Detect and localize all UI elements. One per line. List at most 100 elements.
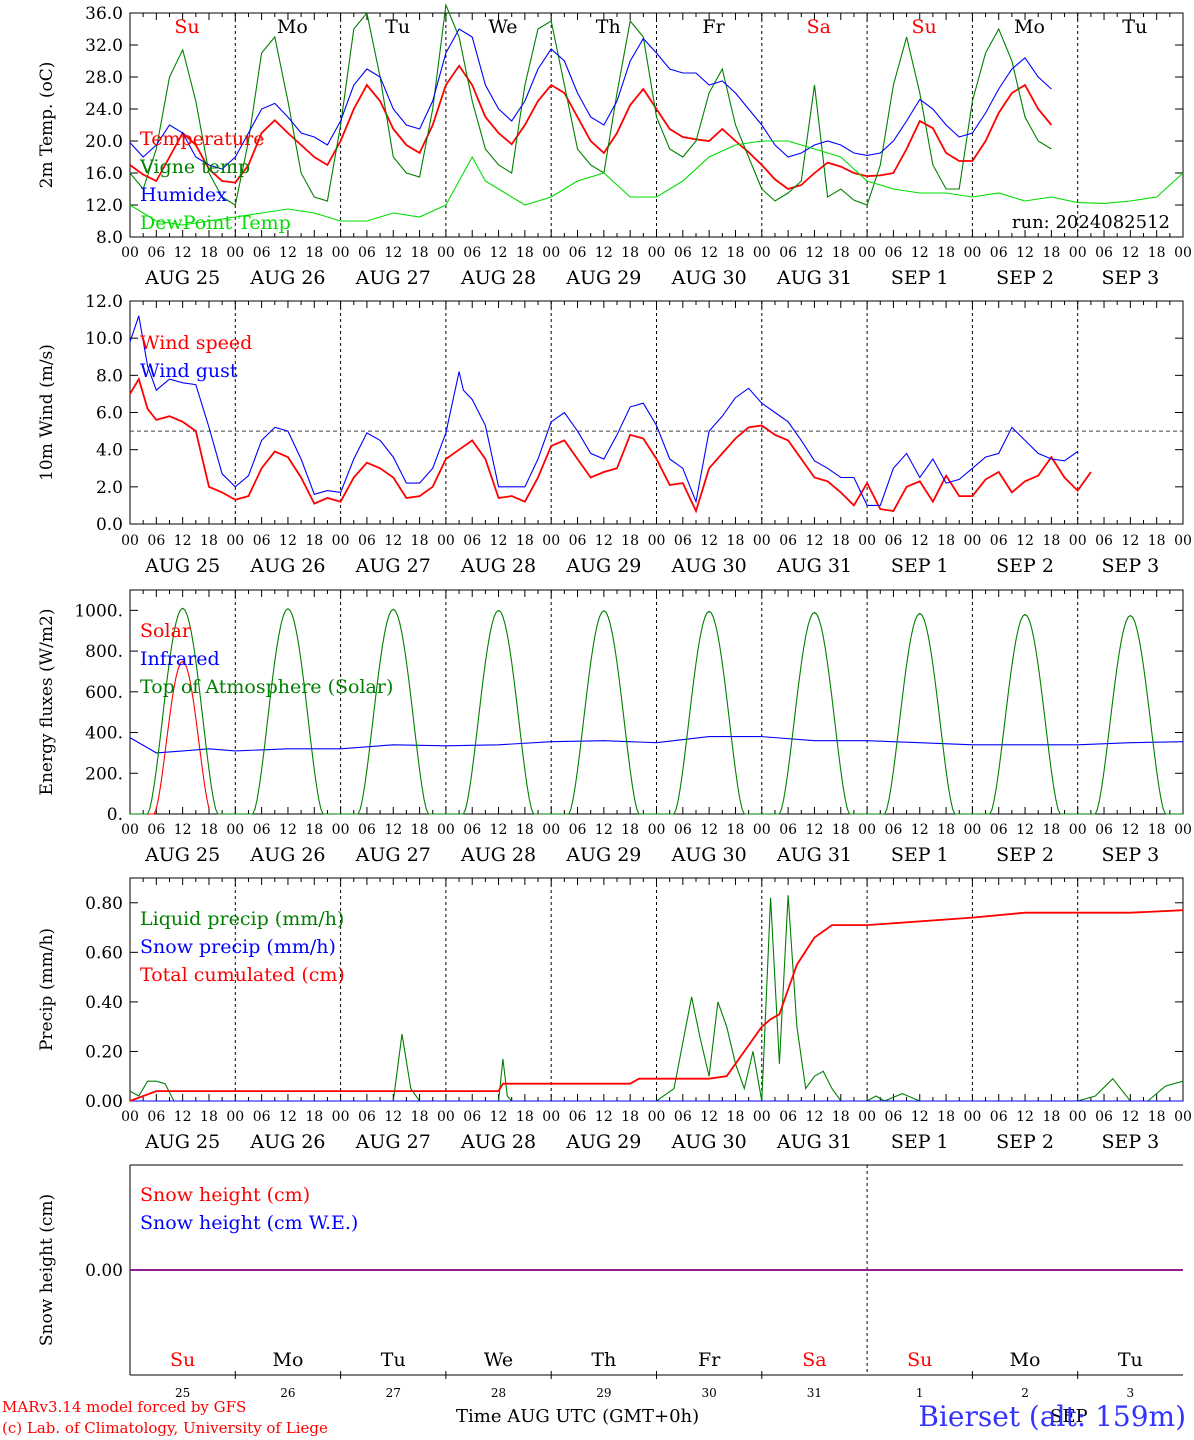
hour-tick-label: 12 <box>1016 1109 1034 1125</box>
legend-entry: Wind gust <box>140 360 238 382</box>
hour-tick-label: 18 <box>1042 533 1060 549</box>
date-label: AUG 31 <box>776 267 852 289</box>
hour-tick-label: 18 <box>411 822 429 838</box>
panel-wind <box>129 300 1184 525</box>
day-abbr: Tu <box>385 16 410 38</box>
hour-tick-label: 18 <box>200 533 218 549</box>
hour-tick-label: 12 <box>384 245 402 261</box>
y-tick-label: 24.0 <box>85 100 123 120</box>
date-label: AUG 30 <box>671 1131 747 1153</box>
hour-tick-label: 18 <box>621 245 639 261</box>
day-abbr: Su <box>912 16 937 38</box>
hour-tick-label: 06 <box>463 1109 481 1125</box>
y-axis-label: Energy fluxes (W/m2) <box>37 609 57 796</box>
y-tick-label: 0.20 <box>85 1042 123 1062</box>
hour-tick-label: 06 <box>147 245 165 261</box>
hour-tick-label: 06 <box>253 1109 271 1125</box>
hour-tick-label: 00 <box>648 822 666 838</box>
hour-tick-label: 06 <box>463 822 481 838</box>
day-abbr: Th <box>591 1349 616 1371</box>
hour-tick-label: 06 <box>1095 822 1113 838</box>
day-abbr: Mo <box>1014 16 1045 38</box>
hour-tick-label: 12 <box>700 1109 718 1125</box>
hour-tick-label: 12 <box>384 822 402 838</box>
y-tick-label: 0.60 <box>85 943 123 963</box>
legend-entry: DewPoint Temp <box>140 212 291 234</box>
hour-tick-label: 12 <box>700 533 718 549</box>
hour-tick-label: 06 <box>885 245 903 261</box>
day-abbr: Mo <box>277 16 308 38</box>
y-tick-label: 0.0 <box>96 515 123 535</box>
day-number: 25 <box>175 1386 190 1398</box>
hour-tick-label: 06 <box>990 533 1008 549</box>
hour-tick-label: 00 <box>226 245 244 261</box>
hour-tick-label: 18 <box>621 533 639 549</box>
hour-tick-label: 00 <box>121 1109 139 1125</box>
series-line-total-cumulated-cm- <box>129 909 1184 1102</box>
hour-tick-label: 12 <box>806 1109 824 1125</box>
panel-frame <box>129 12 1184 238</box>
date-label: AUG 29 <box>565 555 641 577</box>
hour-tick-label: 00 <box>753 822 771 838</box>
hour-tick-label: 12 <box>911 533 929 549</box>
hour-tick-label: 06 <box>674 245 692 261</box>
hour-tick-label: 18 <box>621 822 639 838</box>
hour-tick-label: 06 <box>779 822 797 838</box>
day-abbr: Mo <box>1010 1349 1041 1371</box>
day-abbr: Mo <box>272 1349 303 1371</box>
day-abbr: Th <box>596 16 621 38</box>
hour-tick-label: 18 <box>727 245 745 261</box>
series-line-vigne-temp <box>129 2 1052 206</box>
hour-tick-label: 12 <box>700 245 718 261</box>
hour-tick-label: 12 <box>1121 822 1139 838</box>
hour-tick-label: 00 <box>1174 1109 1192 1125</box>
y-tick-label: 32.0 <box>85 36 123 56</box>
date-label: AUG 26 <box>249 1131 325 1153</box>
day-abbr: We <box>488 16 517 38</box>
series-line-humidex <box>129 28 1052 170</box>
hour-tick-label: 00 <box>858 1109 876 1125</box>
panel-frame <box>129 589 1184 815</box>
hour-tick-label: 18 <box>1148 245 1166 261</box>
hour-tick-label: 06 <box>885 533 903 549</box>
hour-tick-label: 06 <box>990 245 1008 261</box>
hour-tick-label: 06 <box>779 1109 797 1125</box>
hour-tick-label: 00 <box>1174 822 1192 838</box>
y-tick-label: 800. <box>85 642 123 662</box>
hour-tick-label: 18 <box>516 245 534 261</box>
date-label: AUG 25 <box>144 1131 220 1153</box>
day-abbr: We <box>484 1349 513 1371</box>
date-label: AUG 26 <box>249 267 325 289</box>
date-label: AUG 30 <box>671 555 747 577</box>
y-tick-label: 200. <box>85 764 123 784</box>
hour-tick-label: 00 <box>437 245 455 261</box>
lab-credit: (c) Lab. of Climatology, University of L… <box>2 1419 328 1437</box>
date-label: AUG 27 <box>355 1131 431 1153</box>
legend-entry: Snow height (cm) <box>140 1184 310 1206</box>
date-label: SEP 2 <box>996 844 1054 866</box>
hour-tick-label: 00 <box>858 822 876 838</box>
legend-entry: Wind speed <box>140 332 252 354</box>
hour-tick-label: 06 <box>885 822 903 838</box>
hour-tick-label: 18 <box>305 533 323 549</box>
y-tick-label: 6.0 <box>96 404 123 424</box>
hour-tick-label: 00 <box>542 822 560 838</box>
panel-snow <box>129 1164 1183 1379</box>
hour-tick-label: 06 <box>358 245 376 261</box>
hour-tick-label: 00 <box>1069 245 1087 261</box>
hour-tick-label: 18 <box>305 822 323 838</box>
hour-tick-label: 18 <box>1148 1109 1166 1125</box>
hour-tick-label: 06 <box>779 533 797 549</box>
hour-tick-label: 00 <box>1069 822 1087 838</box>
hour-tick-label: 06 <box>990 822 1008 838</box>
y-tick-label: 400. <box>85 724 123 744</box>
series-line-dewpoint-temp <box>129 140 1184 226</box>
hour-tick-label: 18 <box>516 533 534 549</box>
hour-tick-label: 06 <box>253 822 271 838</box>
panel-temperature <box>129 2 1184 238</box>
hour-tick-label: 12 <box>279 1109 297 1125</box>
y-tick-label: 0.40 <box>85 993 123 1013</box>
hour-tick-label: 06 <box>463 245 481 261</box>
series-line-temperature <box>129 64 1053 190</box>
hour-tick-label: 18 <box>1042 822 1060 838</box>
